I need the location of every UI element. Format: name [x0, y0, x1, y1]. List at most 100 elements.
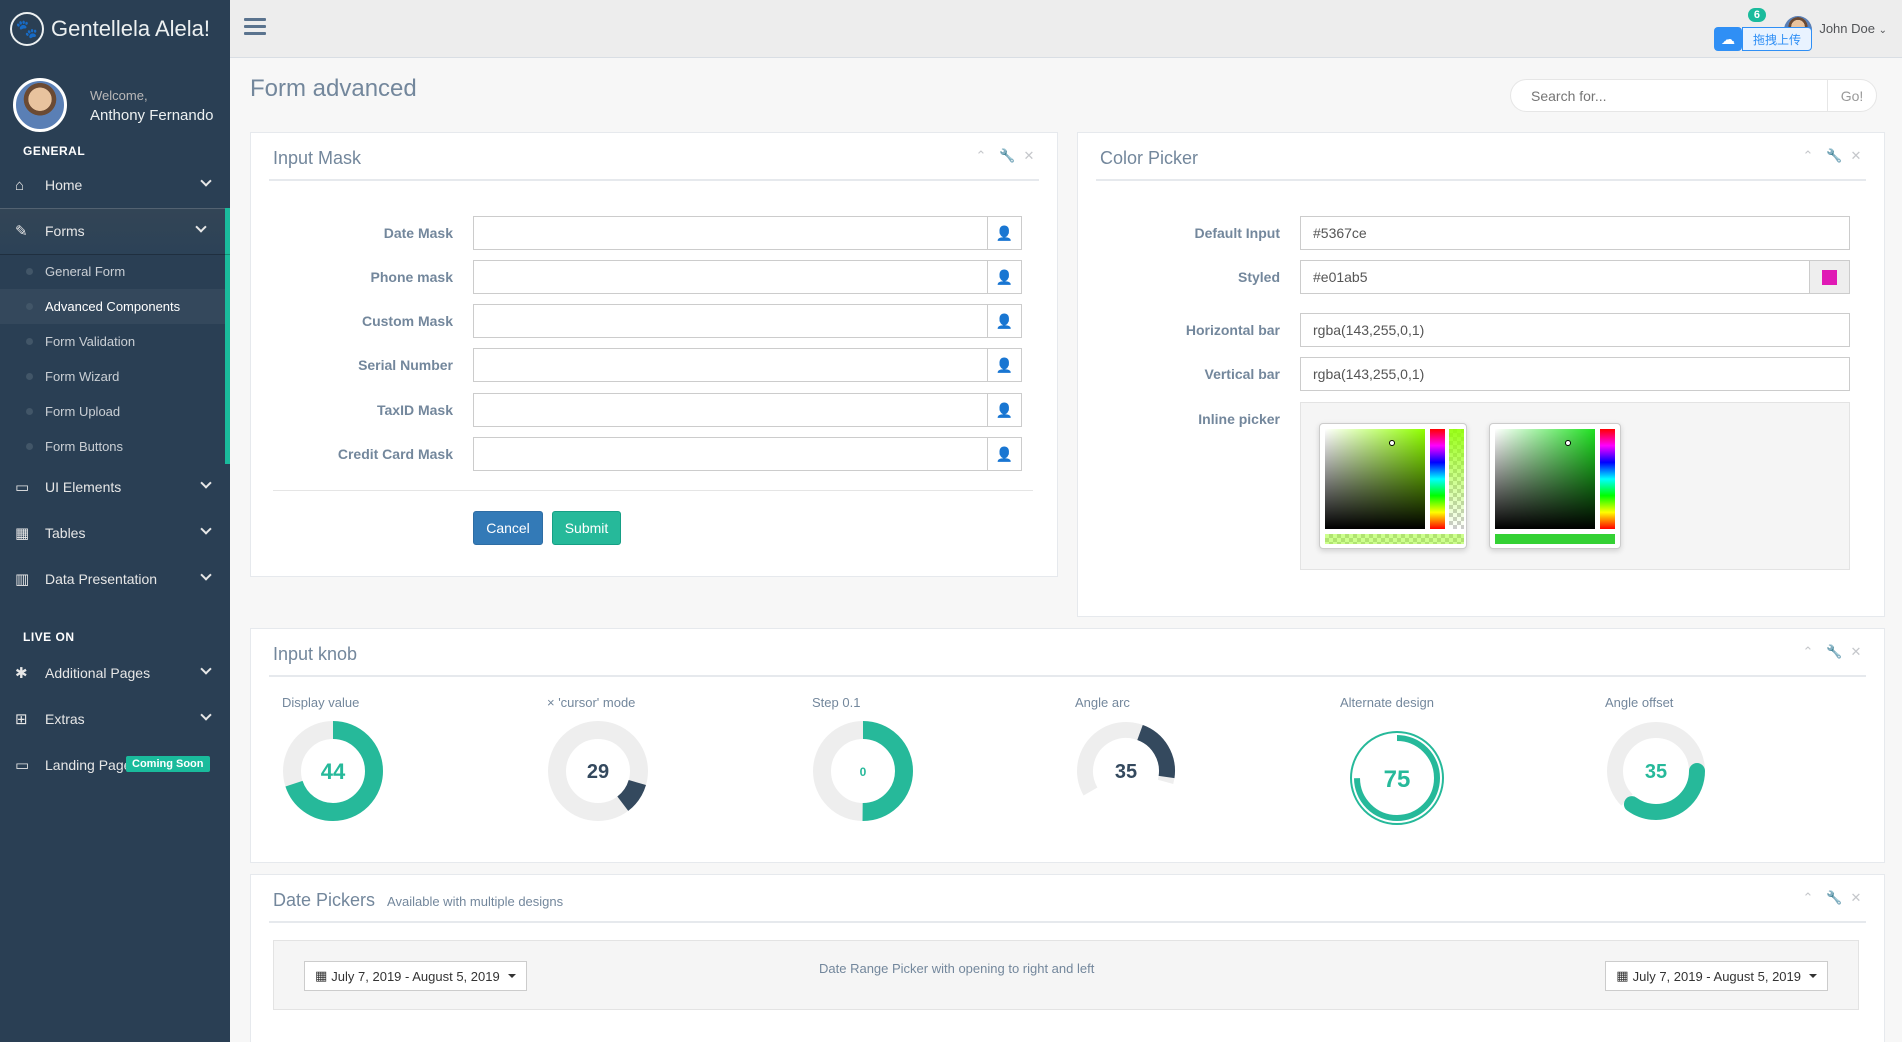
panel-header: Input knob ⌃ 🔧 ✕: [269, 629, 1866, 677]
knob-arc: [1354, 735, 1440, 821]
serial-number-input[interactable]: [473, 348, 988, 382]
search-input[interactable]: [1510, 79, 1827, 112]
sidebar-item-extras[interactable]: ⊞ Extras: [0, 696, 230, 742]
alpha-slider[interactable]: [1449, 429, 1464, 529]
submit-button[interactable]: Submit: [552, 511, 621, 545]
caret-down-icon: [507, 974, 516, 978]
close-icon[interactable]: ✕: [1850, 644, 1862, 659]
close-icon[interactable]: ✕: [1850, 890, 1862, 905]
sidebar-item-label: Forms: [45, 223, 85, 239]
phone-mask-label: Phone mask: [370, 269, 453, 285]
sidebar-item-label: Home: [45, 177, 83, 193]
wrench-icon[interactable]: 🔧: [1826, 890, 1843, 905]
profile-name: Anthony Fernando: [90, 107, 214, 124]
collapse-icon[interactable]: ⌃: [1802, 890, 1814, 905]
top-nav: ☁ 拖拽上传 6 John Doe ⌄: [230, 0, 1902, 58]
styled-row: Styled #e01ab5: [1097, 260, 1850, 294]
vertical-bar-label: Vertical bar: [1204, 366, 1281, 382]
saturation-area[interactable]: [1495, 429, 1595, 529]
input-knob-panel: Input knob ⌃ 🔧 ✕: [250, 628, 1885, 863]
phone-mask-row: Phone mask 👤: [270, 260, 1022, 294]
knob-label: Display value: [282, 695, 360, 710]
collapse-icon[interactable]: ⌃: [1802, 644, 1814, 659]
wrench-icon[interactable]: 🔧: [999, 148, 1016, 163]
collapse-icon[interactable]: ⌃: [1802, 148, 1814, 163]
custom-mask-input[interactable]: [473, 304, 988, 338]
credit-card-mask-input[interactable]: [473, 437, 988, 471]
knob-label: Alternate design: [1340, 695, 1434, 710]
chevron-down-icon: [200, 569, 212, 581]
styled-label: Styled: [1237, 269, 1280, 285]
subnav-form-wizard[interactable]: Form Wizard: [0, 359, 225, 394]
sidebar-item-forms[interactable]: ✎ Forms: [0, 208, 230, 254]
styled-color-input[interactable]: #e01ab5: [1300, 260, 1810, 294]
knob-alternate-design[interactable]: 75: [1347, 728, 1447, 828]
collapse-icon[interactable]: ⌃: [975, 148, 987, 163]
close-icon[interactable]: ✕: [1850, 148, 1862, 163]
custom-mask-row: Custom Mask 👤: [270, 304, 1022, 338]
date-mask-input[interactable]: [473, 216, 988, 250]
caret-down-icon: [1809, 974, 1817, 978]
subnav-form-buttons[interactable]: Form Buttons: [0, 429, 225, 464]
panel-title: Input knob: [273, 644, 358, 664]
date-range-left[interactable]: ▦ July 7, 2019 - August 5, 2019: [304, 961, 527, 991]
chevron-down-icon: ⌄: [1878, 25, 1887, 36]
brand-name: Gentellela Alela!: [51, 16, 210, 41]
hue-slider[interactable]: [1430, 429, 1445, 529]
taxid-mask-row: TaxID Mask 👤: [270, 393, 1022, 427]
subnav-form-upload[interactable]: Form Upload: [0, 394, 225, 429]
search-button[interactable]: Go!: [1827, 79, 1877, 112]
subnav-form-validation[interactable]: Form Validation: [0, 324, 225, 359]
sidebar-item-label: Tables: [45, 525, 86, 541]
cancel-button[interactable]: Cancel: [473, 511, 543, 545]
panel-title: Input Mask: [273, 148, 362, 168]
inline-color-picker-alpha[interactable]: [1319, 423, 1467, 549]
chevron-down-icon: [200, 175, 212, 187]
upload-widget[interactable]: ☁ 拖拽上传: [1713, 27, 1812, 51]
wrench-icon[interactable]: 🔧: [1826, 148, 1843, 163]
subnav-general-form[interactable]: General Form: [0, 254, 225, 289]
bar-chart-icon: ▥: [15, 571, 30, 588]
vertical-bar-row: Vertical bar rgba(143,255,0,1): [1097, 357, 1850, 391]
knob-value: 0: [860, 765, 867, 779]
knob-value: 35: [1115, 761, 1137, 783]
sidebar-item-additional-pages[interactable]: ✱ Additional Pages: [0, 650, 230, 696]
close-icon[interactable]: ✕: [1023, 148, 1035, 163]
hue-slider[interactable]: [1600, 429, 1615, 529]
menu-toggle-icon[interactable]: [244, 18, 266, 36]
horizontal-bar-input[interactable]: rgba(143,255,0,1): [1300, 313, 1850, 347]
phone-mask-input[interactable]: [473, 260, 988, 294]
sidebar-item-landing-page[interactable]: ▭ Landing Page Coming Soon: [0, 742, 230, 788]
saturation-area[interactable]: [1325, 429, 1425, 529]
knob-cursor-mode[interactable]: 29: [547, 720, 649, 822]
inline-color-picker[interactable]: [1489, 423, 1621, 549]
notification-badge[interactable]: 6: [1747, 8, 1766, 22]
vertical-bar-input[interactable]: rgba(143,255,0,1): [1300, 357, 1850, 391]
taxid-mask-input[interactable]: [473, 393, 988, 427]
saturation-handle[interactable]: [1565, 440, 1571, 446]
credit-card-mask-label: Credit Card Mask: [337, 446, 453, 462]
knob-angle-offset[interactable]: 35: [1605, 720, 1707, 822]
knob-step[interactable]: 0: [812, 720, 914, 822]
date-range-right[interactable]: ▦ July 7, 2019 - August 5, 2019: [1605, 961, 1828, 991]
knob-arc: [283, 721, 383, 821]
sidebar-item-home[interactable]: ⌂ Home: [0, 162, 230, 208]
chevron-down-icon: [195, 221, 207, 233]
search-group: Go!: [1510, 79, 1877, 112]
serial-number-row: Serial Number 👤: [270, 348, 1022, 382]
knob-angle-arc[interactable]: 35: [1075, 720, 1177, 822]
default-color-input[interactable]: #5367ce: [1300, 216, 1850, 250]
sidebar-item-ui-elements[interactable]: ▭ UI Elements: [0, 464, 230, 510]
color-preview: [1495, 534, 1615, 544]
knob-label: Angle offset: [1605, 695, 1674, 710]
profile: Welcome, Anthony Fernando: [0, 58, 230, 150]
brand[interactable]: 🐾 Gentellela Alela!: [0, 0, 230, 58]
subnav-advanced-components[interactable]: Advanced Components: [0, 289, 225, 324]
user-menu[interactable]: John Doe ⌄: [1819, 21, 1887, 36]
wrench-icon[interactable]: 🔧: [1826, 644, 1843, 659]
color-swatch[interactable]: [1810, 260, 1850, 294]
knob-display-value[interactable]: 44: [282, 720, 384, 822]
sidebar-item-data-presentation[interactable]: ▥ Data Presentation: [0, 556, 230, 602]
saturation-handle[interactable]: [1389, 440, 1395, 446]
sidebar-item-tables[interactable]: ▦ Tables: [0, 510, 230, 556]
